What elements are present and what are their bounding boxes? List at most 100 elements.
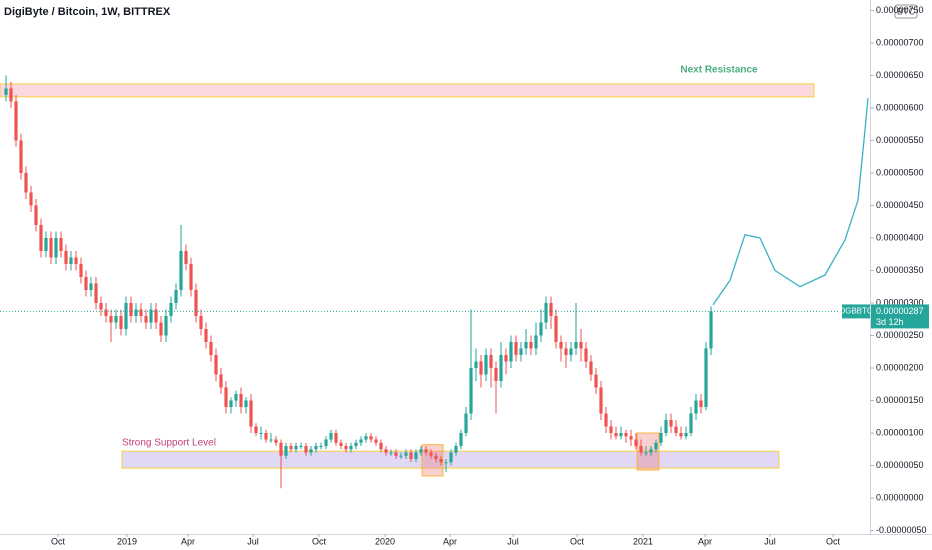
candle-body (169, 302, 173, 316)
candle-body (649, 449, 653, 453)
candle-body (419, 449, 423, 453)
candle-body (489, 354, 493, 368)
x-tick-label: 2020 (375, 536, 395, 546)
candle-body (254, 426, 258, 433)
candle-body (674, 426, 678, 433)
candle-body (484, 354, 488, 375)
candle-body (694, 400, 698, 414)
x-tick-label: Apr (698, 536, 712, 546)
candle-body (294, 446, 298, 450)
candle-body (689, 413, 693, 433)
candle-body (474, 361, 478, 368)
candle-body (194, 289, 198, 316)
candle-body (424, 449, 428, 453)
candle-body (114, 315, 118, 323)
candle-body (469, 367, 473, 414)
y-tick-label: 0.00000750 (876, 5, 924, 15)
candle-body (264, 432, 268, 440)
candle-body (709, 311, 713, 349)
candle-body (449, 452, 453, 463)
candle-body (309, 449, 313, 453)
candle-body (654, 442, 658, 450)
projection-line (712, 98, 869, 306)
candle-body (334, 432, 338, 443)
candle-body (74, 257, 78, 264)
candle-body (124, 302, 128, 329)
candle-body (94, 283, 98, 303)
candle-body (704, 348, 708, 407)
candle-body (344, 446, 348, 450)
candle-body (619, 432, 623, 437)
candle-body (519, 348, 523, 355)
candle-body (454, 446, 458, 453)
x-tick-label: Jul (764, 536, 776, 546)
candle-body (29, 192, 33, 206)
candle-body (324, 439, 328, 447)
candle-body (139, 309, 143, 316)
candle-body (499, 354, 503, 381)
y-tick-label: 0.00000250 (876, 330, 924, 340)
candle-body (149, 309, 153, 323)
candle-body (119, 315, 123, 329)
zone (0, 83, 815, 98)
y-tick-label: -0.00000050 (876, 525, 927, 535)
candle-body (369, 436, 373, 440)
candle-body (384, 449, 388, 453)
candle-body (624, 432, 628, 437)
candle-body (534, 335, 538, 349)
candle-body (289, 446, 293, 450)
candle-body (314, 446, 318, 450)
candle-body (379, 442, 383, 450)
candle-body (389, 452, 393, 454)
x-tick-label: Apr (181, 536, 195, 546)
candle-body (459, 432, 463, 447)
y-tick-label: 0.00000150 (876, 395, 924, 405)
candle-body (479, 361, 483, 375)
zone-label: Strong Support Level (122, 438, 216, 449)
candle-body (524, 341, 528, 349)
candle-body (189, 263, 193, 290)
symbol-label: DGBBTC (839, 307, 873, 316)
candle-body (109, 315, 113, 323)
candle-body (284, 446, 288, 456)
candle-body (364, 436, 368, 440)
candle-body (549, 302, 553, 316)
candle-body (214, 354, 218, 375)
symbol-box (842, 304, 870, 319)
x-tick-label: Oct (570, 536, 585, 546)
x-tick-label: Oct (51, 536, 66, 546)
candle-body (14, 101, 18, 141)
candle-body (184, 250, 188, 264)
candle-body (279, 442, 283, 456)
candle-body (394, 452, 398, 456)
y-tick-label: 0.00000650 (876, 70, 924, 80)
zone (636, 432, 660, 471)
candle-body (269, 439, 273, 441)
candle-body (609, 426, 613, 433)
candle-body (249, 400, 253, 427)
candle-body (529, 341, 533, 349)
candle-body (559, 341, 563, 349)
y-tick-label: 0.00000350 (876, 265, 924, 275)
x-tick-label: Apr (443, 536, 457, 546)
currency-label: BTC (897, 6, 916, 16)
y-tick-label: 0.00000200 (876, 362, 924, 372)
candle-body (589, 361, 593, 375)
x-tick-label: 2019 (117, 536, 137, 546)
candle-body (514, 341, 518, 355)
x-tick-label: Oct (312, 536, 327, 546)
candle-body (439, 459, 443, 463)
candle-body (569, 348, 573, 355)
candle-body (179, 250, 183, 290)
y-tick-label: 0.00000500 (876, 167, 924, 177)
candle-body (659, 432, 663, 443)
candle-body (359, 439, 363, 443)
candle-body (104, 309, 108, 316)
candle-body (509, 341, 513, 362)
y-tick-label: 0.00000000 (876, 492, 924, 502)
candle-body (374, 439, 378, 443)
candle-body (204, 328, 208, 342)
price-label: 0.00000287 (876, 306, 924, 316)
candle-body (34, 205, 38, 225)
